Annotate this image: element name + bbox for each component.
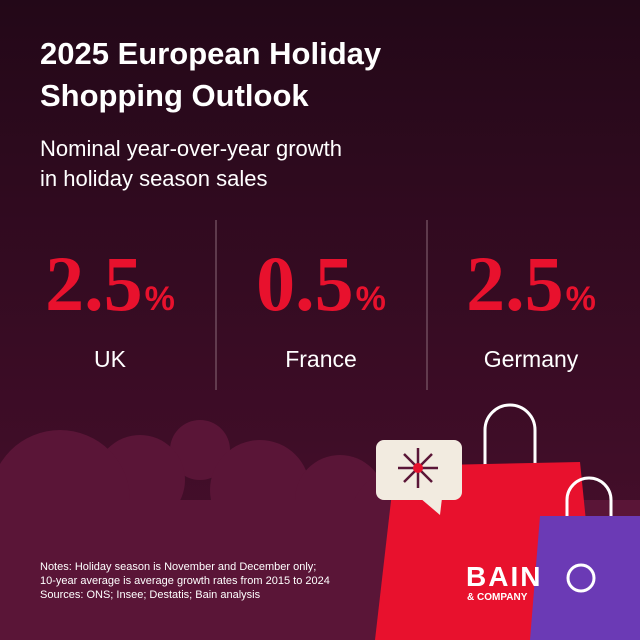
stat-value: 2.5% (45, 240, 175, 327)
speech-bubble (376, 440, 462, 515)
note: Sources: ONS; Insee; Destatis; Bain anal… (40, 589, 261, 601)
stat-unit: % (356, 280, 386, 318)
stat-label: Germany (484, 346, 579, 372)
logo-name: BAIN (466, 561, 542, 592)
bag-handle (565, 476, 613, 525)
title: 2025 European Holiday (40, 36, 382, 71)
logo-sub: & COMPANY (467, 592, 528, 603)
title: Shopping Outlook (40, 78, 309, 113)
stat-number: 2.5 (45, 240, 143, 327)
logo-icon (566, 563, 596, 593)
subtitle: in holiday season sales (40, 166, 267, 191)
stat-value: 0.5% (256, 240, 386, 327)
stat-value: 2.5% (466, 240, 596, 327)
stat-unit: % (145, 280, 175, 318)
stat-number: 2.5 (466, 240, 564, 327)
stat-label: UK (94, 346, 127, 372)
stat-unit: % (566, 280, 596, 318)
stat-number: 0.5 (256, 240, 354, 327)
purple-bag (530, 516, 640, 640)
note: 10-year average is average growth rates … (40, 575, 330, 587)
subtitle: Nominal year-over-year growth (40, 136, 342, 161)
stat-label: France (285, 346, 357, 372)
bag-handle (483, 403, 537, 470)
note: Notes: Holiday season is November and De… (40, 561, 316, 573)
